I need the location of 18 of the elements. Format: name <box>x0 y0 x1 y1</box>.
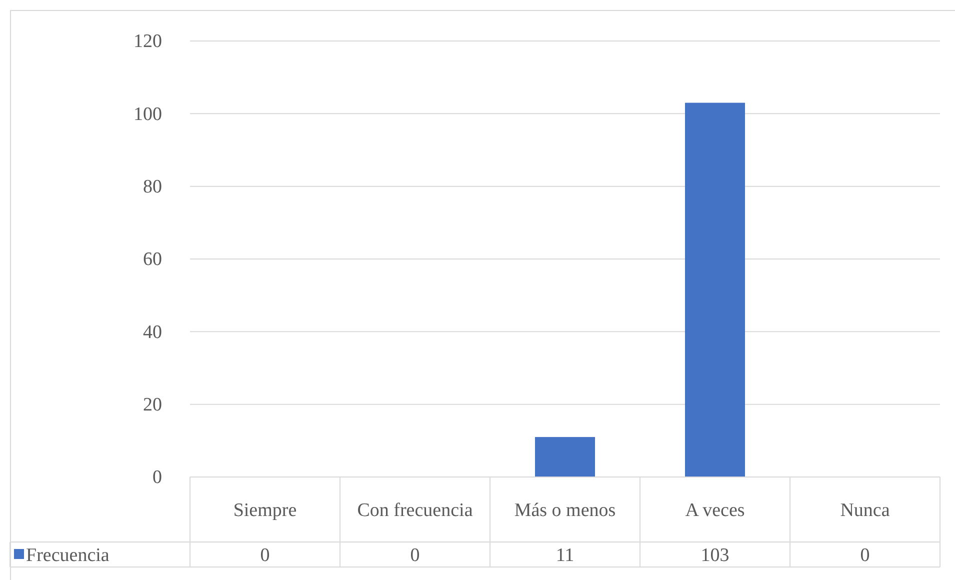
data-label: 0 <box>860 545 870 566</box>
y-tick-label: 0 <box>152 467 162 488</box>
x-tick-label: Más o menos <box>514 500 616 521</box>
x-tick-label: Siempre <box>233 500 297 521</box>
y-tick-label: 40 <box>143 322 162 343</box>
y-tick-label: 80 <box>143 176 162 198</box>
x-tick-label: Nunca <box>840 500 890 521</box>
data-label: 0 <box>410 545 420 566</box>
legend-label: Frecuencia <box>26 545 110 566</box>
y-tick-label: 120 <box>134 31 162 52</box>
y-tick-label: 100 <box>134 104 162 125</box>
data-label: 0 <box>260 545 270 566</box>
data-label: 11 <box>556 545 574 566</box>
data-label: 103 <box>700 545 730 566</box>
y-tick-label: 20 <box>143 394 162 416</box>
y-tick-label: 60 <box>143 249 162 270</box>
x-tick-label: Con frecuencia <box>357 500 474 521</box>
x-tick-label: A veces <box>685 500 745 521</box>
